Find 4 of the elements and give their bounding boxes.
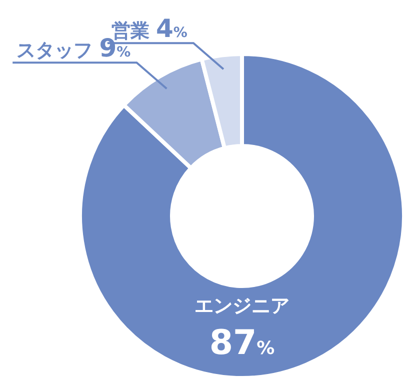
data-label: 87% xyxy=(209,323,275,363)
slice-label: エンジニア xyxy=(194,295,290,317)
data-label: 4% xyxy=(156,14,188,44)
slice-label: スタッフ xyxy=(16,40,100,62)
